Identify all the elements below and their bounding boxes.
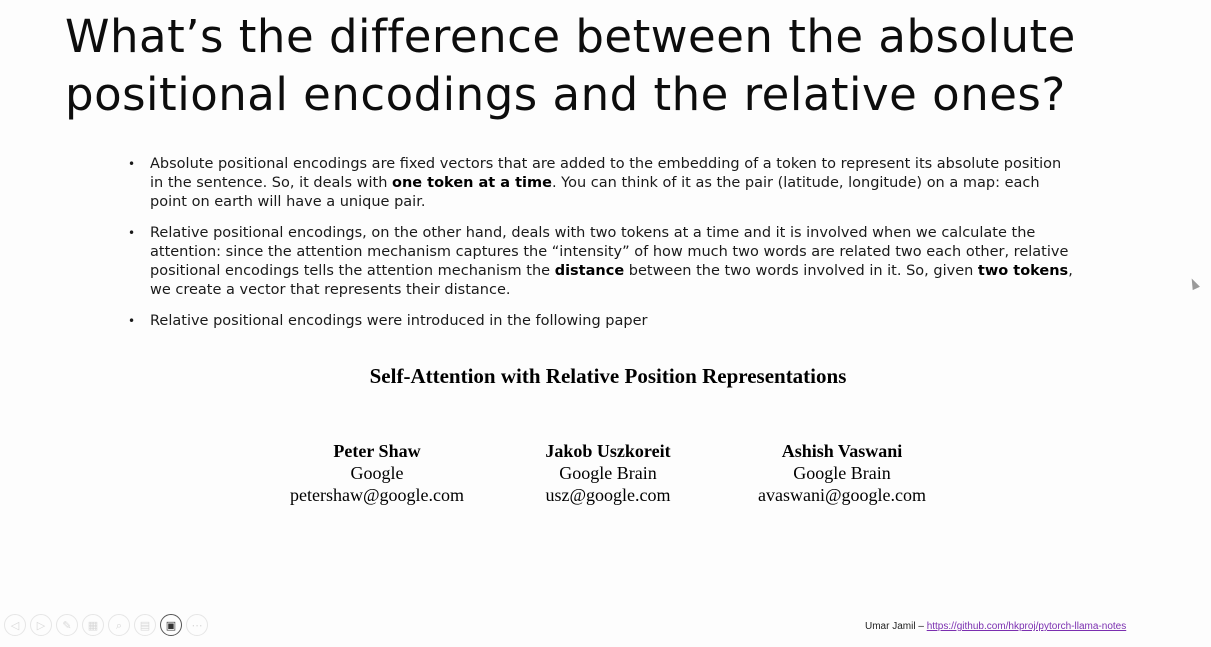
camera-button[interactable]: ▣ [160,614,182,636]
author-name: Peter Shaw [333,441,421,461]
slide-title: What’s the difference between the absolu… [65,10,1076,121]
mouse-cursor-icon [1188,276,1200,291]
paper-title: Self-Attention with Relative Position Re… [369,364,847,388]
author-email: usz@google.com [545,485,671,505]
magnifier-icon: ⌕ [115,619,123,632]
author-affiliation: Google Brain [793,463,891,483]
slide-footer: Umar Jamil – https://github.com/hkproj/p… [865,621,1126,632]
zoom-button[interactable]: ⌕ [108,614,130,636]
bullet-item-relative: • Relative positional encodings, on the … [128,224,1078,300]
bullet-text: Absolute positional encodings are fixed … [150,156,1062,191]
presenter-toolbar: ◁ ▷ ✎ ▦ ⌕ ▤ ▣ ⋯ [4,614,208,636]
more-options-button[interactable]: ⋯ [186,614,208,636]
ellipsis-icon: ⋯ [191,619,203,632]
grid-icon: ▦ [87,619,99,632]
previous-arrow-icon: ◁ [10,619,20,632]
pen-tool-button[interactable]: ✎ [56,614,78,636]
author-affiliation: Google [350,463,404,483]
bullet-item-absolute: • Absolute positional encodings are fixe… [128,155,1078,212]
bullet-bold-text: distance [554,263,625,279]
bullet-text: between the two words involved in it. So… [624,263,978,279]
bullet-text: , we create a vector that represents the… [150,263,1073,298]
previous-slide-button[interactable]: ◁ [4,614,26,636]
author-email: avaswani@google.com [757,485,927,505]
author-block: Ashish Vaswani Google Brain avaswani@goo… [742,440,942,506]
author-name: Ashish Vaswani [781,441,903,461]
bullet-dot-icon: • [128,226,136,240]
bullet-item-paper-intro: • Relative positional encodings were int… [128,312,1078,331]
bullet-list: • Absolute positional encodings are fixe… [128,155,1078,343]
author-affiliation: Google Brain [559,463,657,483]
bullet-bold-text: one token at a time [392,175,552,191]
author-block: Peter Shaw Google petershaw@google.com [277,440,477,506]
author-name: Jakob Uszkoreit [545,441,671,461]
author-block: Jakob Uszkoreit Google Brain usz@google.… [508,440,708,506]
bullet-dot-icon: • [128,314,136,328]
next-slide-button[interactable]: ▷ [30,614,52,636]
subtitles-button[interactable]: ▤ [134,614,156,636]
footer-author: Umar Jamil – [865,621,927,632]
bullet-text: Relative positional encodings were intro… [150,313,648,329]
slides-grid-button[interactable]: ▦ [82,614,104,636]
bullet-text: . You can think of it as the pair (latit… [150,175,1040,210]
author-email: petershaw@google.com [289,485,465,505]
bullet-dot-icon: • [128,157,136,171]
subtitles-icon: ▤ [139,619,151,632]
footer-repo-link[interactable]: https://github.com/hkproj/pytorch-llama-… [926,621,1127,632]
camera-icon: ▣ [165,619,177,632]
next-arrow-icon: ▷ [36,619,46,632]
bullet-bold-text: two tokens [977,263,1069,279]
bullet-text: Relative positional encodings, on the ot… [150,225,1069,279]
pen-icon: ✎ [62,619,72,632]
